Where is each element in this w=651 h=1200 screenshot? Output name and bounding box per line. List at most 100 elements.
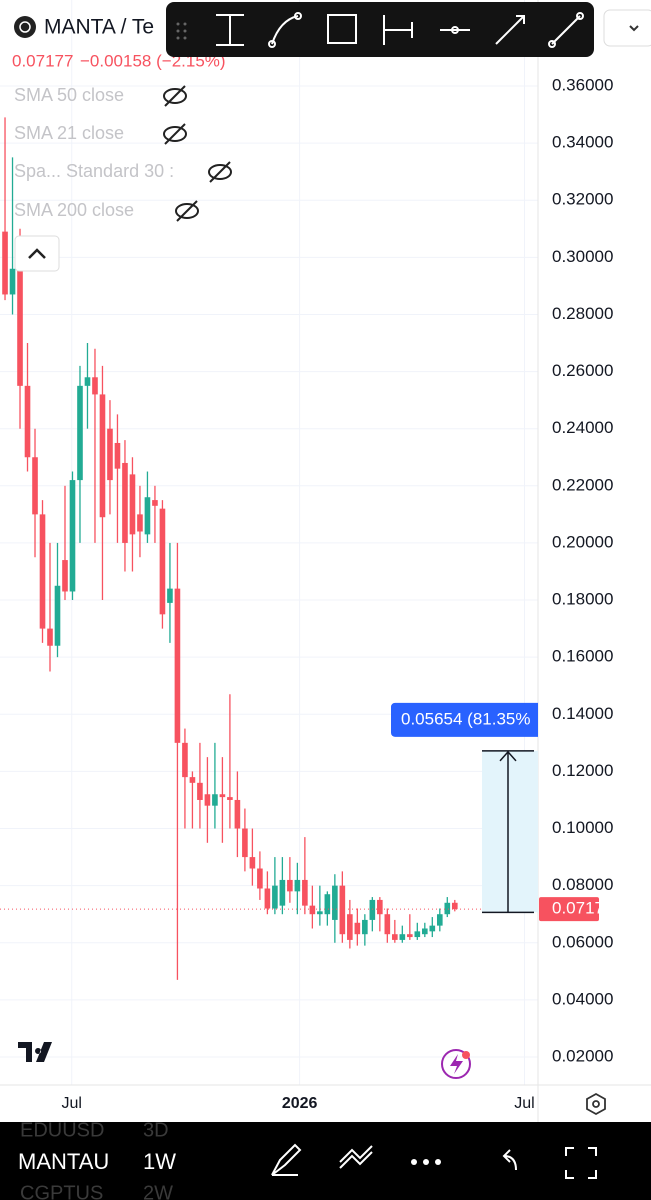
- y-tick-label: 0.36000: [552, 75, 613, 94]
- hidden-eye-icon[interactable]: [175, 200, 199, 222]
- symbol-name[interactable]: MANTA / Te: [44, 16, 154, 39]
- notification-dot: [462, 1051, 470, 1059]
- y-tick-label: 0.12000: [552, 761, 613, 780]
- y-tick-label: 0.22000: [552, 475, 613, 494]
- settings-icon: [592, 1100, 600, 1108]
- tool-icon[interactable]: [440, 26, 470, 34]
- candle-body: [212, 794, 218, 806]
- candle-body: [369, 899, 376, 920]
- tool-icon[interactable]: [216, 14, 244, 46]
- candle-body: [47, 628, 53, 646]
- tool-icon[interactable]: [495, 15, 525, 45]
- dropdown-button[interactable]: [603, 9, 651, 47]
- indicator[interactable]: SMA 50 close: [14, 85, 124, 105]
- y-tick-label: 0.32000: [552, 190, 613, 209]
- draw-icon[interactable]: [271, 1143, 302, 1176]
- candle-body: [272, 885, 278, 909]
- candle-body: [392, 934, 398, 940]
- measure-arrow: [499, 750, 517, 762]
- x-tick-label: 2026: [282, 1095, 318, 1112]
- tool-icon[interactable]: [383, 15, 413, 45]
- candle-body: [347, 914, 353, 940]
- y-tick-label: 0.18000: [552, 590, 613, 609]
- candle-body: [287, 879, 293, 892]
- candle-body: [77, 385, 83, 481]
- price: 0.07177: [12, 51, 73, 70]
- candle-body: [152, 500, 158, 506]
- hidden-eye-icon[interactable]: [208, 161, 232, 183]
- undo-icon[interactable]: [502, 1149, 517, 1171]
- background-interval: 3D: [143, 1119, 169, 1141]
- measure-label: 0.05654 (81.35%: [401, 709, 531, 728]
- background-interval: 2W: [143, 1182, 173, 1200]
- candle-body: [377, 899, 383, 915]
- fullscreen-icon[interactable]: [565, 1147, 597, 1179]
- y-tick-label: 0.04000: [552, 989, 613, 1008]
- candle-body: [159, 508, 166, 615]
- symbol-button[interactable]: MANTAU: [18, 1149, 109, 1174]
- background-symbol: EDUUSD: [20, 1119, 104, 1141]
- y-tick-label: 0.26000: [552, 361, 613, 380]
- candle-body: [62, 560, 68, 592]
- candle-body: [436, 914, 443, 926]
- candle-body: [144, 497, 151, 535]
- y-tick-label: 0.16000: [552, 647, 613, 666]
- candle-body: [84, 377, 91, 386]
- last-price-label: 0.07177: [552, 899, 613, 918]
- y-tick-label: 0.28000: [552, 304, 613, 323]
- symbol-logo: [19, 21, 31, 33]
- candle-body: [264, 888, 271, 909]
- candle-body: [9, 268, 16, 295]
- candle-body: [122, 462, 128, 543]
- indicator[interactable]: Spa... Standard 30 :: [14, 161, 174, 181]
- candle-body: [242, 828, 248, 858]
- candle-body: [414, 931, 421, 938]
- indicator[interactable]: SMA 21 close: [14, 123, 124, 143]
- flash-icon[interactable]: [441, 1049, 471, 1079]
- candle-body: [399, 934, 406, 940]
- collapse-button[interactable]: [14, 235, 60, 272]
- candle-body: [407, 934, 413, 938]
- candle-body: [324, 894, 331, 915]
- indicators-icon[interactable]: [339, 1145, 373, 1169]
- candle-body: [54, 585, 61, 646]
- candle-body: [234, 799, 241, 829]
- candle-body: [39, 514, 46, 629]
- flash-icon: [450, 1054, 463, 1074]
- candle-body: [114, 442, 121, 469]
- candle-body: [421, 928, 428, 935]
- tool-icon[interactable]: [268, 12, 302, 48]
- settings-icon[interactable]: [586, 1092, 606, 1116]
- candle-body: [32, 457, 38, 515]
- interval-button[interactable]: 1W: [143, 1149, 176, 1174]
- candle-body: [294, 879, 301, 892]
- x-tick-label: Jul: [62, 1095, 82, 1112]
- measure-label-box: [391, 702, 538, 737]
- candle-body: [302, 879, 308, 906]
- candle-body: [197, 782, 203, 800]
- candle-body: [204, 794, 211, 806]
- candle-body: [317, 911, 323, 915]
- tool-icon[interactable]: [327, 14, 357, 44]
- candle-body: [444, 902, 451, 915]
- candle-body: [429, 925, 436, 932]
- hidden-eye-icon[interactable]: [163, 123, 187, 145]
- more-icon[interactable]: [411, 1159, 441, 1165]
- hidden-eye-icon[interactable]: [163, 85, 187, 107]
- y-tick-label: 0.02000: [552, 1046, 613, 1065]
- candle-body: [279, 879, 286, 906]
- last-price-tag: [539, 897, 599, 922]
- x-tick-label: Jul: [514, 1095, 534, 1112]
- drag-handle[interactable]: [176, 22, 187, 40]
- candle-body: [137, 514, 143, 532]
- candle-body: [219, 794, 226, 798]
- tv-logo: [18, 1042, 52, 1062]
- candle-body: [17, 268, 23, 386]
- chevron-icon: [28, 248, 46, 259]
- candle-body: [451, 902, 458, 910]
- measure-area: [482, 750, 538, 913]
- y-tick-label: 0.08000: [552, 875, 613, 894]
- indicator[interactable]: SMA 200 close: [14, 200, 134, 220]
- tool-icon[interactable]: [548, 12, 584, 48]
